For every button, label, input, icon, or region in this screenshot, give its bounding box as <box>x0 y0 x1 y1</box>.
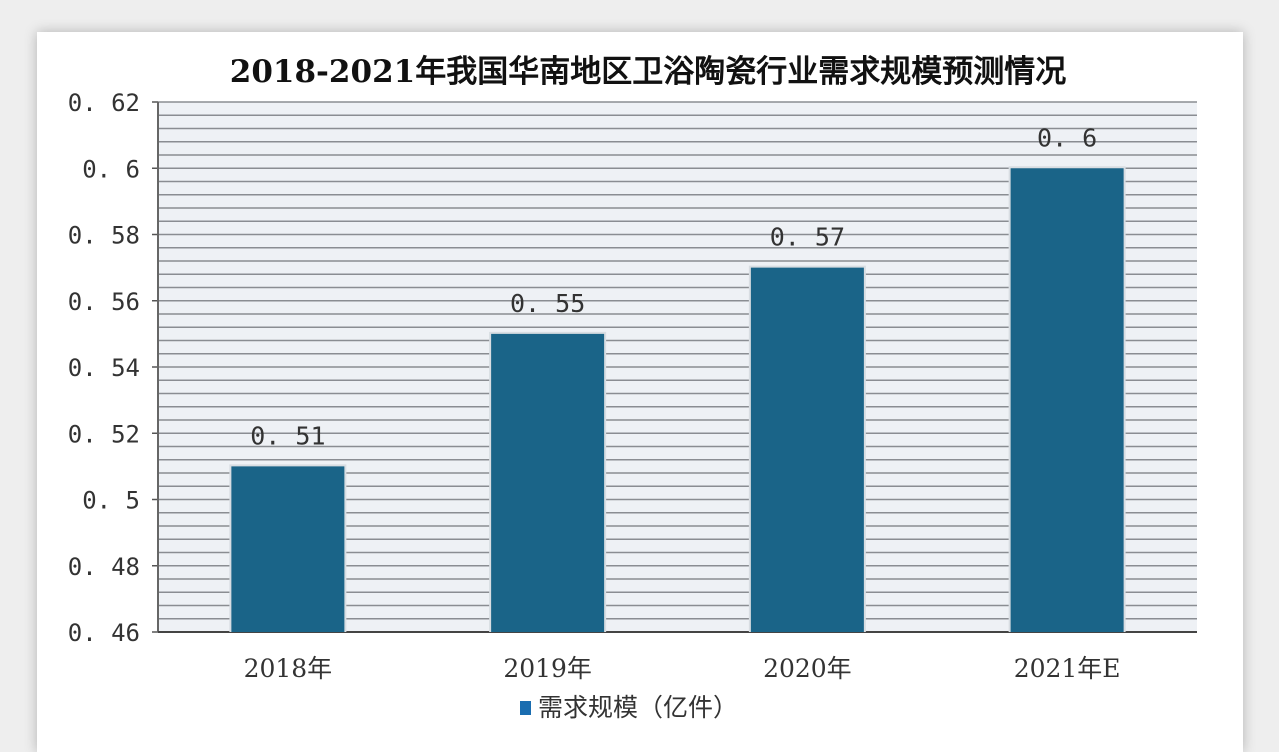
legend-label: 需求规模（亿件） <box>538 693 738 722</box>
data-label: 0. 6 <box>1037 123 1097 152</box>
data-label: 0. 55 <box>510 289 585 318</box>
bar-chart: 2018-2021年我国华南地区卫浴陶瓷行业需求规模预测情况 0. 46 0. 4… <box>68 54 1197 722</box>
bar <box>491 333 605 632</box>
y-tick-label: 0. 46 <box>68 619 140 647</box>
y-tick-label: 0. 62 <box>68 89 140 117</box>
data-label: 0. 57 <box>770 223 845 252</box>
y-tick-label: 0. 48 <box>68 553 140 581</box>
bar <box>1010 168 1124 632</box>
legend-marker <box>520 701 531 715</box>
x-tick-label: 2019年 <box>503 654 592 683</box>
y-tick-label: 0. 54 <box>68 354 140 382</box>
y-tick-label: 0. 52 <box>68 420 140 448</box>
y-tick-label: 0. 58 <box>68 222 140 250</box>
y-tick-label: 0. 5 <box>82 487 140 515</box>
bar <box>231 466 345 632</box>
chart-title: 2018-2021年我国华南地区卫浴陶瓷行业需求规模预测情况 <box>230 54 1066 90</box>
bar <box>750 267 864 632</box>
y-tick-label: 0. 6 <box>82 155 140 183</box>
x-tick-label: 2021年E <box>1014 654 1121 683</box>
x-tick-label: 2020年 <box>763 654 852 683</box>
data-label: 0. 51 <box>250 421 325 450</box>
y-tick-label: 0. 56 <box>68 288 140 316</box>
x-tick-label: 2018年 <box>244 654 333 683</box>
